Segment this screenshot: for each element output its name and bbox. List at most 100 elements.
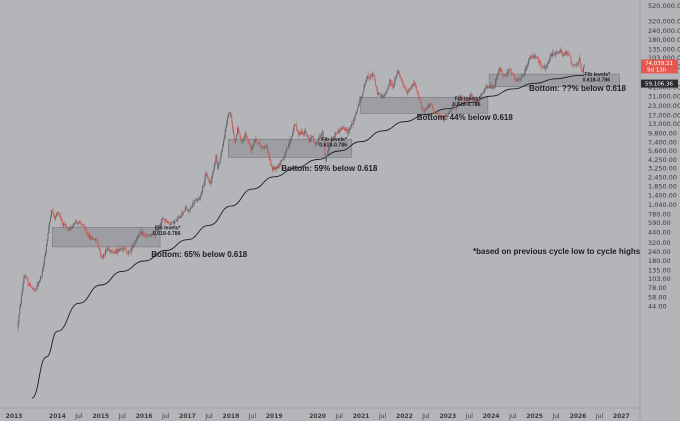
fib-label-3: Fib levels*0.618-0.786: [453, 97, 482, 109]
candle-body: [243, 137, 245, 140]
candle-body: [430, 103, 431, 105]
candle-body: [526, 66, 528, 68]
candle-body: [361, 96, 362, 98]
candle-body: [472, 97, 474, 98]
candle-body: [445, 115, 447, 116]
candle-body: [85, 227, 86, 230]
candle-body: [159, 226, 160, 228]
candle-body: [45, 245, 47, 253]
candle-body: [533, 57, 535, 58]
candle-body: [189, 208, 191, 211]
candle-body: [24, 275, 26, 277]
candle-body: [127, 253, 129, 254]
candle-body: [50, 210, 52, 217]
candle-body: [343, 127, 345, 129]
candle-body: [351, 124, 353, 125]
candle-body: [316, 143, 318, 144]
candle-body: [89, 235, 91, 238]
candle-body: [156, 229, 158, 231]
candle-body: [250, 146, 252, 151]
candle-body: [397, 71, 399, 73]
candle-body: [474, 99, 476, 102]
candle-body: [175, 220, 177, 222]
candle-body: [236, 134, 238, 139]
candle-body: [278, 163, 280, 168]
candle-body: [410, 86, 412, 89]
y-tick-label: 180.00: [648, 257, 671, 265]
x-tick-label: 2014: [49, 413, 66, 420]
candle-body: [228, 112, 230, 114]
candle-body: [188, 210, 190, 211]
candle-body: [61, 220, 63, 223]
candle-body: [249, 142, 251, 147]
candle-body: [279, 163, 281, 165]
candle-body: [360, 97, 362, 99]
candle-body: [386, 88, 388, 91]
candle-body: [415, 85, 417, 91]
candle-body: [504, 75, 506, 76]
candle-body: [514, 75, 515, 79]
candle-body: [565, 51, 567, 54]
candle-body: [404, 85, 406, 89]
candle-body: [469, 96, 471, 101]
candle-body: [176, 220, 178, 221]
candle-body: [420, 101, 422, 108]
candle-body: [194, 200, 196, 201]
candle-body: [63, 223, 65, 226]
y-tick-label: 23,000.00: [648, 102, 680, 110]
candle-body: [216, 155, 218, 163]
candle-body: [251, 148, 253, 151]
candle-body: [486, 86, 488, 89]
candle-body: [35, 289, 37, 290]
candle-body: [308, 138, 310, 142]
candle-body: [131, 246, 133, 249]
candle-body: [288, 144, 290, 145]
candle-body: [450, 110, 451, 112]
annotation-bottom-3: Bottom: 44% below 0.618: [417, 113, 514, 122]
candle-body: [326, 156, 328, 162]
ma-value-tag: [641, 79, 678, 88]
x-tick-label: Jul: [204, 413, 213, 420]
candle-body: [361, 94, 363, 97]
candle-body: [350, 126, 352, 128]
candle-body: [410, 88, 411, 90]
candle-body: [552, 52, 554, 56]
candle-body: [19, 307, 21, 315]
candle-body: [524, 69, 526, 73]
candle-body: [92, 238, 94, 240]
candle-body: [494, 86, 495, 88]
fib-label-1: Fib levels*0.618-0.786: [153, 226, 182, 238]
candle-body: [95, 238, 97, 241]
candle-body: [64, 223, 66, 225]
candle-body: [439, 115, 441, 116]
candle-body: [43, 262, 45, 268]
candle-body: [22, 283, 24, 290]
candle-body: [154, 231, 156, 236]
candle-body: [292, 133, 293, 137]
candle-body: [434, 111, 436, 114]
candle-body: [188, 210, 189, 212]
candle-body: [435, 112, 437, 114]
candle-body: [237, 127, 239, 135]
candle-body: [245, 133, 247, 136]
candle-body: [119, 249, 120, 252]
x-tick-label: Jul: [248, 413, 257, 420]
moving-average: [31, 75, 584, 399]
candle-body: [247, 139, 249, 143]
candle-body: [93, 238, 95, 240]
candle-body: [76, 222, 78, 224]
candle-body: [547, 62, 549, 65]
candle-body: [530, 56, 532, 59]
y-tick-label: 4,250.00: [648, 156, 677, 164]
candle-body: [148, 235, 150, 237]
candle-body: [72, 225, 74, 228]
x-tick-label: 2027: [613, 413, 630, 420]
candle-body: [330, 142, 332, 144]
candle-body: [186, 207, 188, 210]
candle-body: [220, 153, 222, 158]
candle-body: [277, 165, 278, 169]
candle-body: [497, 74, 499, 76]
candle-body: [67, 228, 69, 230]
x-tick-label: Jul: [465, 413, 474, 420]
